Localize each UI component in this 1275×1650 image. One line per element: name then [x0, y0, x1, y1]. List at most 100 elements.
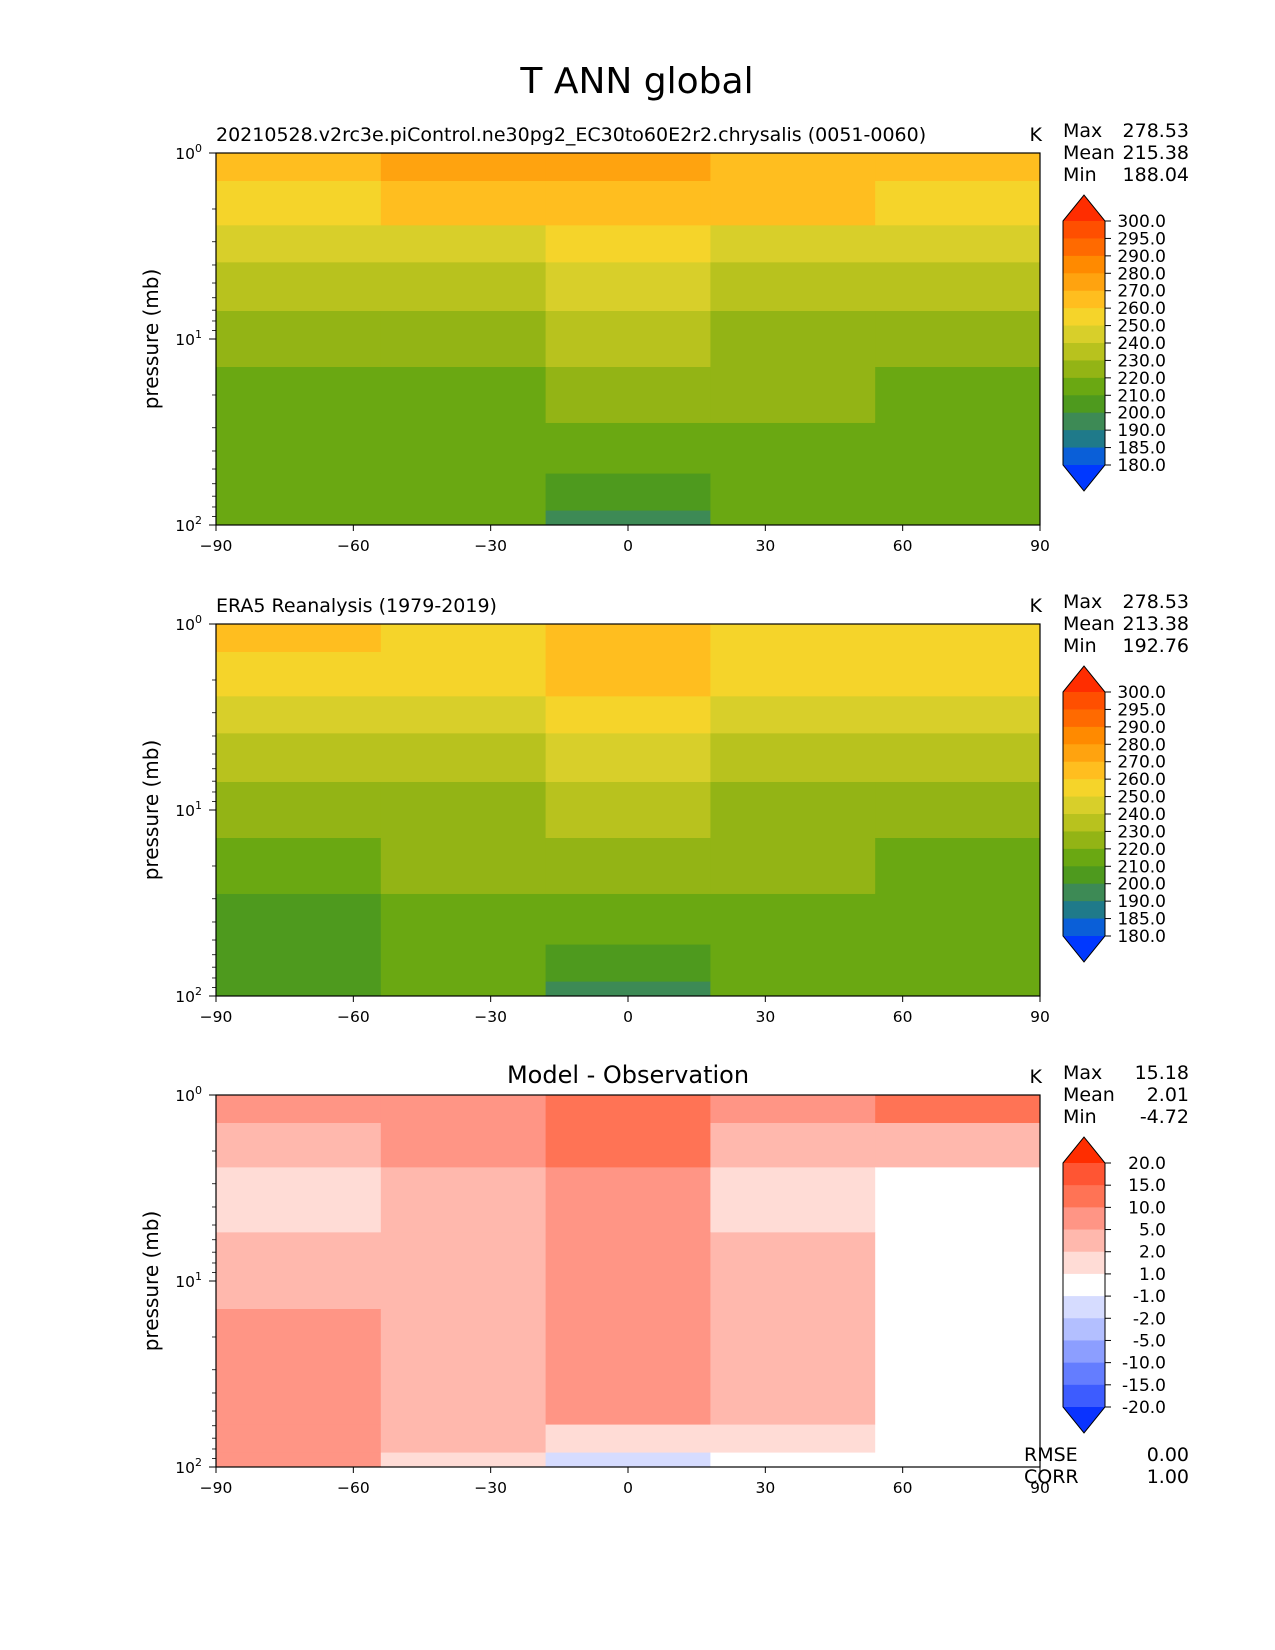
colorbar-tick-label: 210.0	[1117, 386, 1166, 406]
contour-cell	[875, 1374, 1040, 1426]
stat-value: 188.04	[1123, 164, 1189, 186]
colorbar-swatch	[1063, 1163, 1105, 1186]
x-tick-label: 60	[893, 1479, 913, 1497]
contour-cell	[380, 733, 547, 783]
contour-cell	[875, 1167, 1040, 1233]
stat-label: Mean	[1063, 1084, 1115, 1106]
contour-cell	[710, 1452, 876, 1467]
contour-cell	[710, 1232, 876, 1310]
x-tick-label: −30	[474, 1479, 507, 1497]
colorbar-swatch	[1063, 796, 1105, 815]
colorbar-tick-label: 10.0	[1128, 1198, 1166, 1218]
colorbar-swatch	[1063, 1340, 1105, 1364]
stat-label: CORR	[1024, 1466, 1079, 1488]
contour-cell	[710, 181, 876, 226]
colorbar-tick-label: 2.0	[1139, 1243, 1166, 1263]
contour-cell	[380, 510, 547, 525]
colorbar-tick-label: 295.0	[1117, 229, 1166, 249]
colorbar-extend-max	[1063, 195, 1105, 221]
colorbar-swatch	[1063, 866, 1105, 885]
colorbar-tick-label: -15.0	[1122, 1376, 1166, 1396]
colorbar-swatch	[1063, 395, 1105, 414]
colorbar-tick-label: 290.0	[1117, 718, 1166, 738]
contour-cell	[380, 652, 547, 697]
contour-cell	[710, 782, 876, 839]
contour-cell	[545, 311, 711, 368]
contour-cell	[380, 1424, 547, 1454]
contour-cell	[875, 181, 1040, 226]
contour-cell	[216, 422, 382, 475]
x-tick-label: 30	[755, 1479, 775, 1497]
contour-cell	[875, 696, 1040, 734]
colorbar-tick-label: 15.0	[1128, 1176, 1166, 1196]
colorbar-tick-label: 1.0	[1139, 1265, 1166, 1285]
colorbar-tick-label: 190.0	[1117, 892, 1166, 912]
contour-cell	[710, 1424, 876, 1454]
colorbar-extend-max	[1063, 666, 1105, 692]
x-tick-label: 90	[1030, 537, 1050, 555]
contour-cell	[875, 153, 1040, 182]
colorbar-swatch	[1063, 412, 1105, 431]
contour-cell	[710, 1374, 876, 1426]
colorbar-tick-label: 280.0	[1117, 735, 1166, 755]
stat-value: 0.00	[1147, 1444, 1189, 1466]
x-tick-label: −90	[200, 1008, 233, 1026]
contour-cell	[875, 944, 1040, 983]
colorbar-swatch	[1063, 918, 1105, 937]
colorbar-swatch	[1063, 1384, 1105, 1408]
contour-cell	[875, 1452, 1040, 1467]
colorbar-extend-max	[1063, 1137, 1105, 1163]
colorbar-tick-label: 250.0	[1117, 317, 1166, 337]
y-axis-label: pressure (mb)	[139, 1211, 163, 1352]
x-tick-label: −30	[474, 1008, 507, 1026]
colorbar: 300.0295.0290.0280.0270.0260.0250.0240.0…	[1062, 665, 1166, 963]
contour-cell	[216, 733, 382, 783]
colorbar-swatch	[1063, 430, 1105, 449]
colorbar-tick-label: 220.0	[1117, 840, 1166, 860]
contour-cell	[380, 981, 547, 996]
contour-cell	[545, 1309, 711, 1375]
contour-cell	[545, 1123, 711, 1168]
contour-cell	[875, 510, 1040, 525]
x-tick-label: 90	[1030, 1008, 1050, 1026]
colorbar-tick-label: 300.0	[1117, 683, 1166, 703]
colorbar-swatch	[1063, 1251, 1105, 1275]
stat-label: Max	[1063, 120, 1102, 142]
colorbar-extend-min	[1063, 465, 1105, 491]
contour-cell	[545, 181, 711, 226]
panel-title: 20210528.v2rc3e.piControl.ne30pg2_EC30to…	[216, 124, 926, 146]
colorbar-swatch	[1063, 325, 1105, 344]
contour-cell	[380, 1374, 547, 1426]
contour-cell	[710, 624, 876, 653]
contour-cell	[710, 893, 876, 946]
colorbar-swatch	[1063, 360, 1105, 379]
contour-cell	[875, 422, 1040, 475]
colorbar-tick-label: -2.0	[1133, 1309, 1166, 1329]
contour-cell	[545, 1452, 711, 1467]
stat-value: 2.01	[1147, 1084, 1189, 1106]
colorbar-swatch	[1063, 1273, 1105, 1297]
y-tick-label: 102	[175, 1456, 202, 1477]
colorbar-swatch	[1063, 901, 1105, 920]
contour-cell	[710, 1123, 876, 1168]
contour-cell	[216, 181, 382, 226]
contour-cell	[545, 1095, 711, 1124]
colorbar-tick-label: 20.0	[1128, 1154, 1166, 1174]
colorbar-swatch	[1063, 779, 1105, 798]
stat-label: RMSE	[1024, 1444, 1078, 1466]
contour-field	[216, 624, 1040, 996]
contour-cell	[545, 225, 711, 263]
stat-label: Max	[1063, 1062, 1102, 1084]
contour-cell	[710, 733, 876, 783]
colorbar-swatch	[1063, 377, 1105, 396]
panel-1: −90 −60 −30 0 30 60 90 100 101 102 pressure (mb) 20…	[139, 120, 1189, 555]
colorbar-tick-label: 270.0	[1117, 282, 1166, 302]
contour-cell	[380, 181, 547, 226]
contour-cell	[380, 1232, 547, 1310]
colorbar-tick-label: 240.0	[1117, 805, 1166, 825]
stat-value: 15.18	[1135, 1062, 1189, 1084]
contour-cell	[216, 262, 382, 312]
contour-field	[216, 1095, 1040, 1467]
colorbar-tick-label: 5.0	[1139, 1221, 1166, 1241]
colorbar-swatch	[1063, 1229, 1105, 1253]
